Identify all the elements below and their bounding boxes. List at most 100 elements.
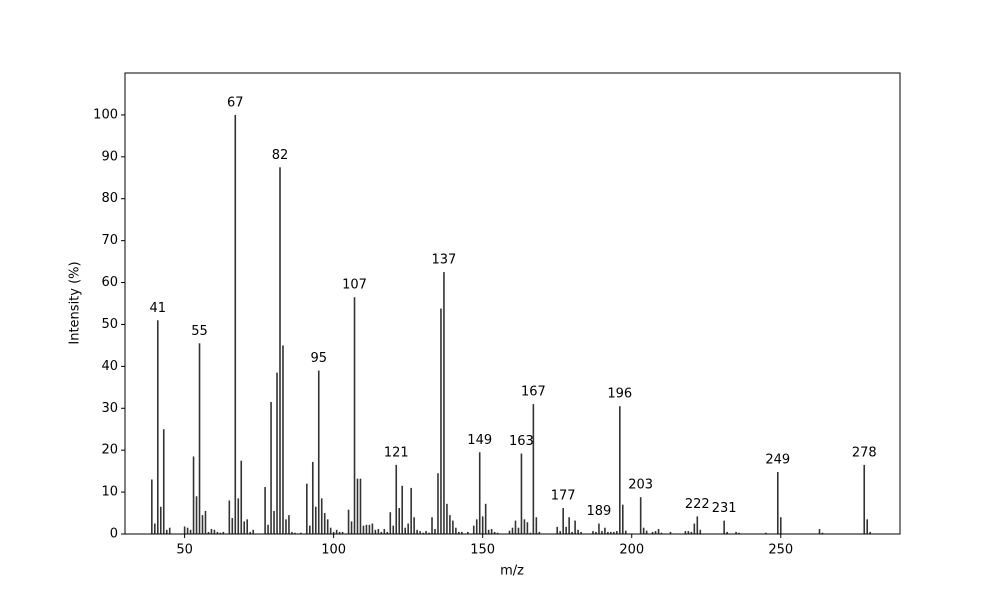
peak-bar (446, 503, 448, 534)
peak-bar (619, 406, 621, 534)
peak-bar (571, 531, 573, 534)
peak-bar (359, 478, 362, 534)
peak-label: 249 (765, 452, 790, 467)
peak-label: 82 (272, 148, 289, 163)
peak-bar (168, 527, 171, 534)
peak-label: 278 (852, 445, 877, 460)
peak-bar (654, 531, 657, 534)
y-tick-label: 100 (93, 107, 118, 122)
peak-bar (434, 528, 436, 534)
peak-bar (449, 515, 451, 534)
y-tick-label: 70 (101, 233, 118, 248)
peak-bar (383, 528, 386, 534)
peak-label: 121 (384, 445, 409, 460)
peak-bar (219, 532, 222, 534)
peak-bar (520, 453, 523, 534)
peak-bar (595, 531, 597, 534)
peak-bar (425, 531, 427, 534)
peak-bar (323, 513, 326, 534)
peak-bar (162, 429, 165, 534)
peak-bar (687, 531, 690, 534)
x-tick-label: 150 (470, 543, 495, 558)
peak-bar (252, 529, 254, 534)
peak-bar (696, 516, 699, 534)
peak-bar (195, 496, 198, 534)
peak-bar (368, 524, 371, 534)
peak-label: 55 (191, 324, 208, 339)
peak-bar (389, 512, 392, 534)
peak-bar (264, 487, 266, 534)
peak-bar (332, 531, 335, 534)
peak-bar (154, 523, 156, 534)
peak-bar (350, 521, 353, 534)
y-tick-label: 50 (101, 317, 118, 332)
peak-bar (285, 519, 287, 534)
peak-bar (428, 532, 430, 534)
peak-bar (380, 531, 383, 534)
x-axis-label: m/z (500, 564, 524, 579)
peak-bar (338, 531, 341, 534)
peak-bar (246, 519, 249, 534)
peak-bar (577, 529, 579, 534)
peak-bar (642, 527, 645, 534)
peak-bar (407, 523, 409, 534)
y-tick-label: 10 (101, 485, 118, 500)
peak-bar (270, 401, 272, 534)
peak-bar (335, 529, 338, 534)
peak-bar (651, 531, 654, 534)
peak-bar (621, 504, 624, 534)
peak-bar (371, 523, 374, 534)
peak-bar (198, 343, 201, 534)
peak-bar (610, 531, 612, 534)
peak-bar (314, 506, 317, 534)
peak-bar (738, 532, 740, 534)
x-tick-label: 50 (176, 543, 193, 558)
peak-bar (213, 529, 216, 534)
peak-bar (669, 531, 672, 534)
y-tick-label: 0 (110, 527, 118, 542)
peak-bar (452, 520, 454, 534)
peak-bar (481, 516, 484, 534)
peak-bar (493, 531, 496, 534)
peak-bar (317, 370, 320, 534)
peak-bar (386, 531, 389, 534)
peak-bar (580, 531, 582, 534)
peak-bar (556, 526, 559, 534)
peak-bar (472, 525, 475, 534)
peak-bar (693, 523, 696, 534)
peak-label: 222 (685, 497, 710, 512)
peak-bar (413, 517, 415, 534)
peak-bar (192, 456, 195, 534)
y-tick-label: 80 (101, 191, 118, 206)
peak-bar (410, 487, 412, 534)
peak-label: 95 (310, 351, 327, 366)
peak-bar (458, 531, 460, 534)
peak-bar (455, 527, 457, 534)
peak-bar (639, 497, 642, 534)
peak-label: 67 (227, 95, 244, 110)
peak-bar (568, 517, 570, 534)
peak-bar (604, 527, 606, 534)
peak-bar (279, 167, 281, 534)
y-tick-label: 90 (101, 149, 118, 164)
peak-bar (613, 531, 615, 534)
peak-bar (607, 531, 609, 534)
peak-bar (818, 528, 821, 534)
peak-bar (490, 528, 493, 534)
peak-bar (398, 508, 401, 534)
peak-bar (356, 478, 359, 534)
peak-bar (574, 520, 576, 534)
peak-bar (508, 530, 511, 534)
peak-bar (243, 521, 246, 534)
peak-bar (821, 532, 824, 534)
peak-bar (240, 460, 243, 534)
peak-bar (532, 404, 535, 534)
peak-bar (487, 529, 490, 534)
peak-bar (866, 519, 869, 534)
peak-bar (523, 519, 526, 534)
peak-bar (616, 531, 618, 534)
peak-label: 203 (628, 478, 653, 493)
y-tick-label: 30 (101, 401, 118, 416)
peak-bar (726, 531, 728, 534)
